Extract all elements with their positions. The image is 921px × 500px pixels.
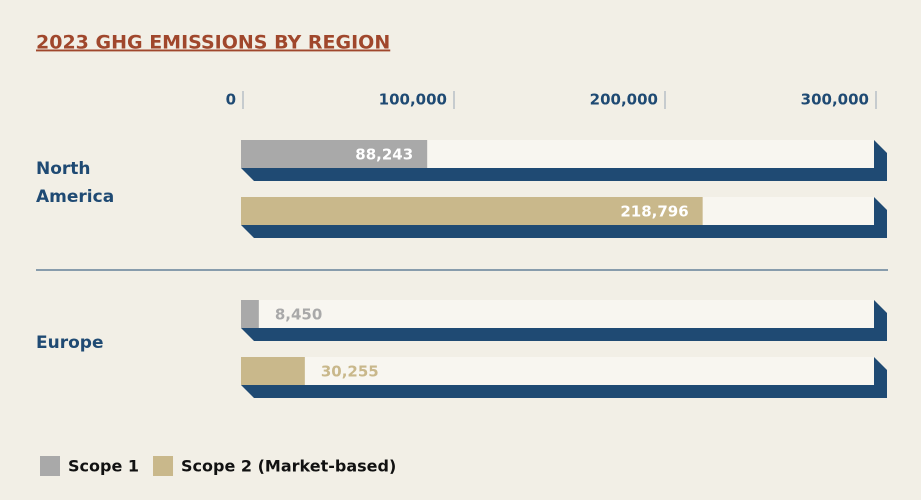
bar: [241, 140, 428, 168]
legend-swatch: [153, 456, 174, 476]
legend-label: Scope 2 (Market-based): [181, 457, 396, 476]
value-label: 30,255: [321, 363, 379, 381]
value-label: 8,450: [275, 306, 322, 324]
legend-swatch: [40, 456, 60, 476]
bar-shadow: [241, 357, 887, 398]
bar: [241, 197, 703, 225]
bar: [241, 300, 259, 328]
bar-track: [241, 357, 874, 385]
bar: [241, 357, 305, 385]
value-label: 218,796: [620, 203, 688, 221]
bar-shadow: [241, 140, 887, 181]
value-label: 88,243: [355, 146, 413, 164]
bar-shadow: [241, 197, 887, 238]
x-tick-label: 200,000: [590, 91, 658, 109]
category-label: North America: [36, 159, 115, 207]
x-tick-label: 0: [226, 91, 236, 109]
bar-track: [241, 300, 874, 328]
legend-label: Scope 1: [68, 457, 139, 476]
x-tick-label: 300,000: [801, 91, 869, 109]
bar-shadow: [241, 300, 887, 341]
chart-title: 2023 GHG EMISSIONS BY REGION: [36, 32, 390, 54]
category-label: Europe: [36, 333, 104, 353]
x-tick-label: 100,000: [379, 91, 447, 109]
